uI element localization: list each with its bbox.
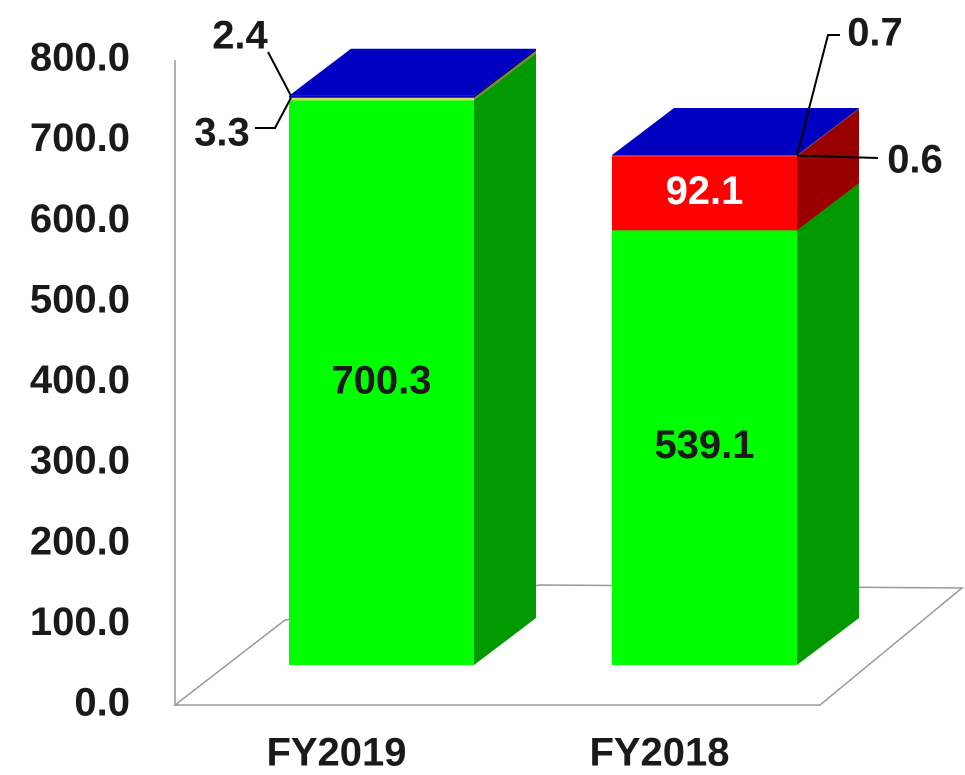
y-tick-label: 0.0 [74, 681, 130, 725]
y-tick-label: 500.0 [30, 277, 130, 321]
data-label: 2.4 [212, 14, 268, 58]
leader-line [796, 154, 879, 159]
bar-top [612, 108, 859, 156]
bar-side [797, 108, 859, 156]
bar-side [474, 48, 536, 98]
leader-line [255, 97, 292, 129]
data-label: 0.7 [847, 11, 903, 55]
bar-front [289, 95, 474, 98]
y-tick-label: 800.0 [30, 36, 130, 80]
data-label: 0.6 [887, 138, 943, 182]
bar-front [612, 156, 797, 231]
x-tick-label: FY2019 [266, 731, 406, 775]
data-label: 539.1 [654, 423, 754, 467]
bar-side [797, 183, 859, 665]
bar-side [474, 53, 536, 666]
bar-side [797, 109, 859, 231]
leader-line [796, 34, 840, 156]
bar-side [797, 108, 859, 157]
data-label: 700.3 [331, 358, 431, 402]
y-tick-label: 100.0 [30, 600, 130, 644]
x-tick-label: FY2018 [589, 731, 729, 775]
y-tick-label: 600.0 [30, 197, 130, 241]
bar-side [474, 50, 536, 101]
leader-line [267, 51, 292, 97]
y-tick-label: 400.0 [30, 358, 130, 402]
bar-front [612, 155, 797, 156]
y-tick-label: 300.0 [30, 439, 130, 483]
bar-top [289, 48, 536, 96]
bar-front [289, 100, 474, 666]
y-tick-label: 700.0 [30, 116, 130, 160]
bar-front [612, 155, 797, 157]
y-tick-label: 200.0 [30, 519, 130, 563]
bar-front [289, 97, 474, 101]
bar-front [612, 230, 797, 665]
data-label: 3.3 [194, 111, 250, 155]
data-label: 92.1 [666, 169, 744, 213]
